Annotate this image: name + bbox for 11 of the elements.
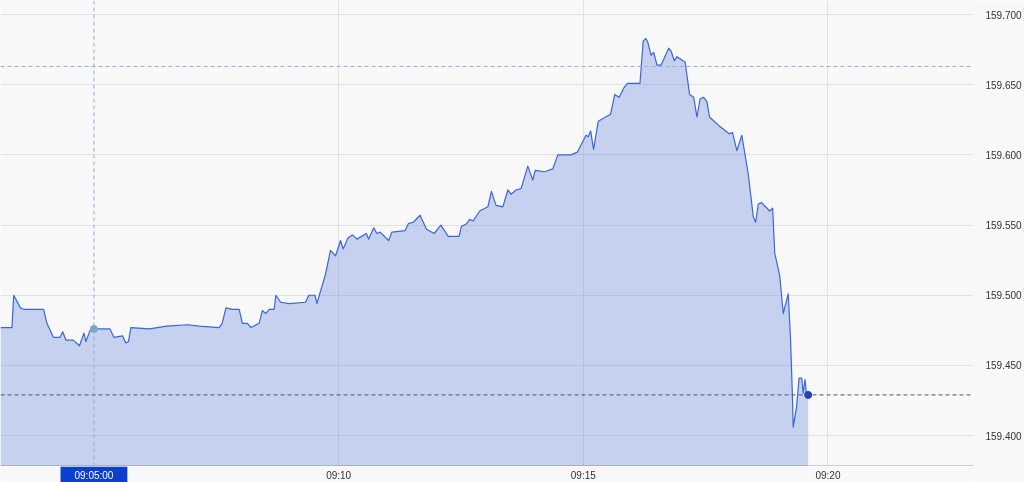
y-tick-label: 159.500 xyxy=(985,290,1023,302)
x-tick-label: 09:10 xyxy=(326,469,352,481)
x-tick-label: 09:20 xyxy=(815,469,841,481)
ref-line-label: 09:05:00 xyxy=(74,469,114,481)
x-tick-label: 09:15 xyxy=(570,469,597,481)
y-tick-label: 159.700 xyxy=(985,9,1023,21)
y-tick-label: 159.600 xyxy=(985,149,1023,161)
y-tick-label: 159.550 xyxy=(985,220,1023,232)
y-tick-label: 159.400 xyxy=(985,430,1023,442)
y-tick-label: 159.450 xyxy=(985,360,1023,372)
y-tick-label: 159.650 xyxy=(985,79,1023,91)
